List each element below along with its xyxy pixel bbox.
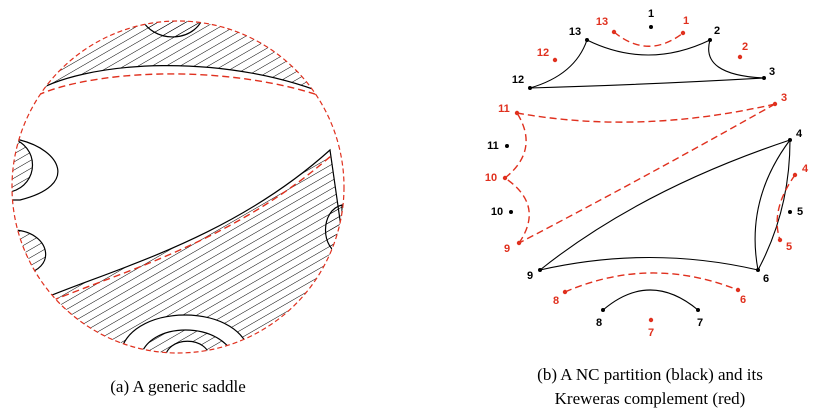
black-point [788,210,792,214]
red-point [736,288,740,292]
red-label: 1 [683,15,689,27]
red-label: 4 [802,163,809,175]
black-point [585,38,589,42]
black-point [601,308,605,312]
red-point [553,58,557,62]
black-point [762,76,766,80]
black-label: 10 [491,206,503,218]
black-point [505,144,509,148]
red-point [738,55,742,59]
red-point [563,290,567,294]
red-point [773,102,777,106]
red-point [503,176,507,180]
red-point [515,111,519,115]
black-point [696,308,700,312]
red-point [793,173,797,177]
black-label: 4 [796,128,803,140]
black-point [708,38,712,42]
saddle-drawing [0,0,360,360]
red-point [612,30,616,34]
black-label: 3 [769,66,775,78]
red-point [649,318,653,322]
black-label: 11 [487,140,499,152]
red-label: 7 [648,327,654,339]
black-label: 12 [512,74,524,86]
caption: (b) A NC partition (black) and its [537,365,763,384]
black-label: 2 [714,25,720,37]
black-label: 7 [697,317,703,329]
red-label: 13 [596,16,608,28]
red-label: 5 [786,241,792,253]
black-point [528,86,532,90]
red-label: 2 [742,41,748,53]
red-label: 6 [740,294,746,306]
caption: (a) A generic saddle [110,377,245,396]
red-point [517,241,521,245]
figure: (a) A generic saddle 1234567891011121312… [0,0,839,418]
black-point [649,25,653,29]
red-label: 12 [537,47,549,59]
black-label: 9 [527,270,533,282]
red-label: 9 [504,243,510,255]
black-label: 1 [648,8,654,20]
black-point [538,268,542,272]
red-label: 8 [553,295,559,307]
partition-curves [505,32,795,310]
black-label: 13 [569,26,581,38]
red-point [778,238,782,242]
red-label: 11 [498,103,510,115]
black-point [788,138,792,142]
black-point [756,268,760,272]
red-label: 3 [781,92,787,104]
black-label: 6 [763,273,769,285]
black-label: 8 [596,317,602,329]
black-point [509,210,513,214]
red-label: 10 [485,172,497,184]
black-label: 5 [797,206,803,218]
red-point [681,31,685,35]
caption: Kreweras complement (red) [555,389,746,408]
